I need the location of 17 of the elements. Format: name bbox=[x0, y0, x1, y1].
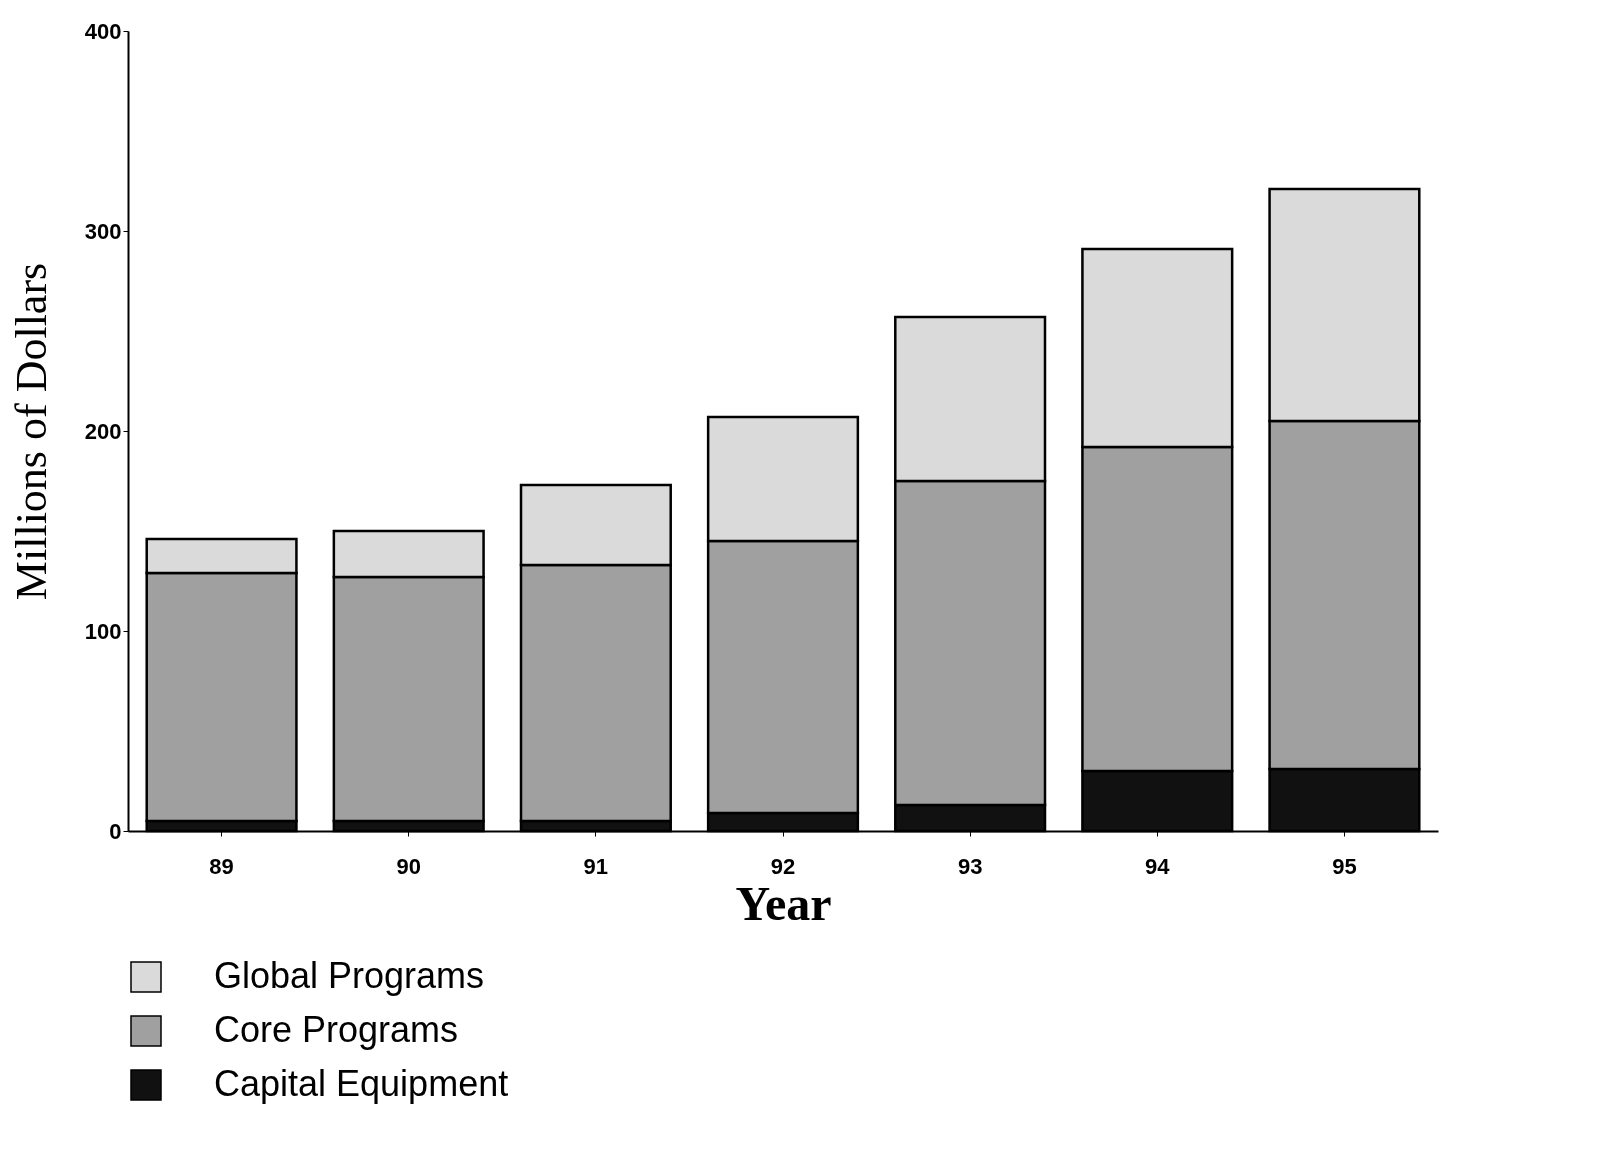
y-tick-label: 200 bbox=[84, 418, 122, 444]
x-axis-title: Year bbox=[735, 876, 832, 930]
y-tick-label: 400 bbox=[84, 18, 122, 44]
y-axis-title: Millions of Dollars bbox=[6, 262, 56, 601]
x-tick-label: 94 bbox=[1145, 853, 1171, 879]
y-tick-label: 0 bbox=[109, 818, 122, 844]
x-tick-label: 91 bbox=[583, 853, 609, 879]
y-tick-label: 100 bbox=[84, 618, 122, 644]
x-tick-label: 92 bbox=[770, 853, 796, 879]
legend-label: Capital Equipment bbox=[214, 1063, 509, 1104]
x-tick-label: 89 bbox=[209, 853, 234, 879]
legend-label: Core Programs bbox=[214, 1009, 459, 1050]
x-tick-label: 93 bbox=[957, 853, 983, 879]
x-tick-label: 95 bbox=[1332, 853, 1357, 879]
y-tick-label: 300 bbox=[84, 218, 122, 244]
x-tick-label: 90 bbox=[396, 853, 421, 879]
legend-label: Global Programs bbox=[214, 955, 485, 996]
